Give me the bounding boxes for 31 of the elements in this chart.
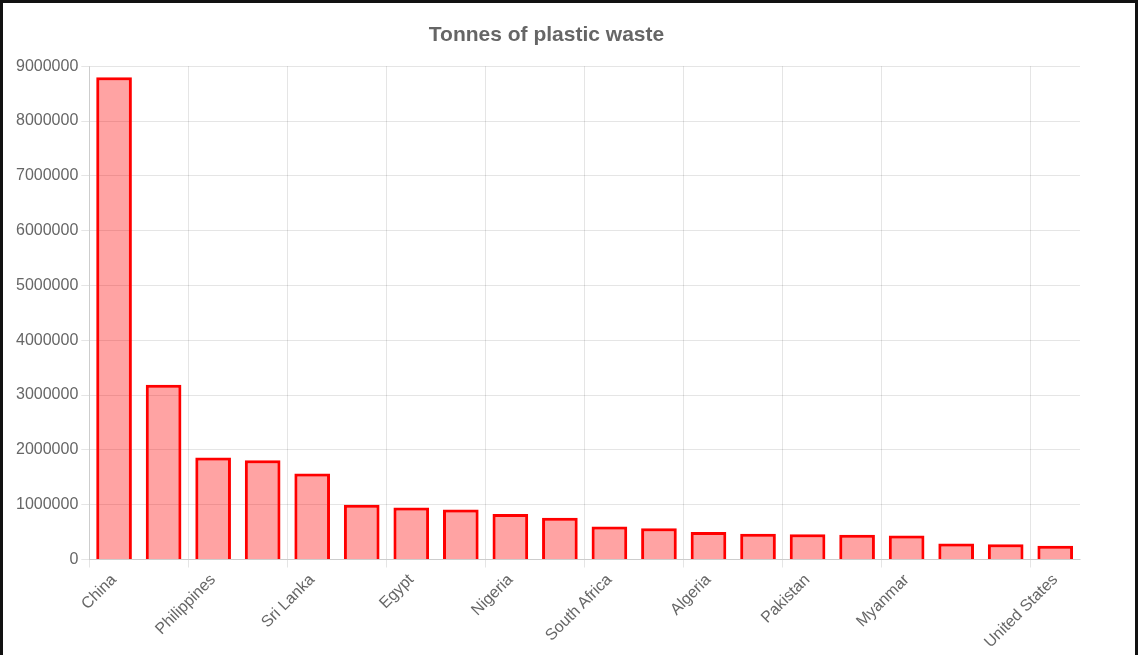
bar bbox=[888, 535, 925, 559]
bar bbox=[542, 517, 578, 559]
bar bbox=[442, 509, 479, 559]
bar bbox=[789, 534, 826, 559]
bar bbox=[987, 544, 1024, 559]
bar bbox=[393, 507, 430, 559]
bar bbox=[195, 457, 231, 559]
y-tick-label: 3000000 bbox=[15, 385, 79, 403]
y-tick-label: 0 bbox=[69, 549, 79, 567]
y-tick-label: 1000000 bbox=[15, 495, 79, 513]
bar bbox=[1037, 545, 1074, 559]
bar bbox=[145, 384, 182, 559]
y-tick-label: 2000000 bbox=[15, 440, 79, 458]
bar bbox=[690, 532, 727, 559]
chart-title: Tonnes of plastic waste bbox=[428, 22, 665, 46]
bar bbox=[938, 543, 974, 559]
bar bbox=[244, 460, 281, 559]
bar bbox=[740, 533, 776, 559]
y-tick-label: 5000000 bbox=[15, 275, 79, 293]
y-tick-label: 8000000 bbox=[15, 111, 79, 129]
y-tick-label: 7000000 bbox=[15, 166, 79, 184]
bar bbox=[492, 514, 529, 559]
y-tick-label: 4000000 bbox=[15, 330, 79, 348]
bar bbox=[343, 504, 380, 559]
y-tick-label: 6000000 bbox=[15, 221, 79, 239]
y-tick-label: 9000000 bbox=[15, 56, 79, 74]
bar bbox=[294, 473, 331, 559]
bar bbox=[839, 534, 875, 559]
bar bbox=[641, 528, 677, 559]
bar bbox=[96, 77, 132, 559]
bar bbox=[591, 526, 628, 559]
